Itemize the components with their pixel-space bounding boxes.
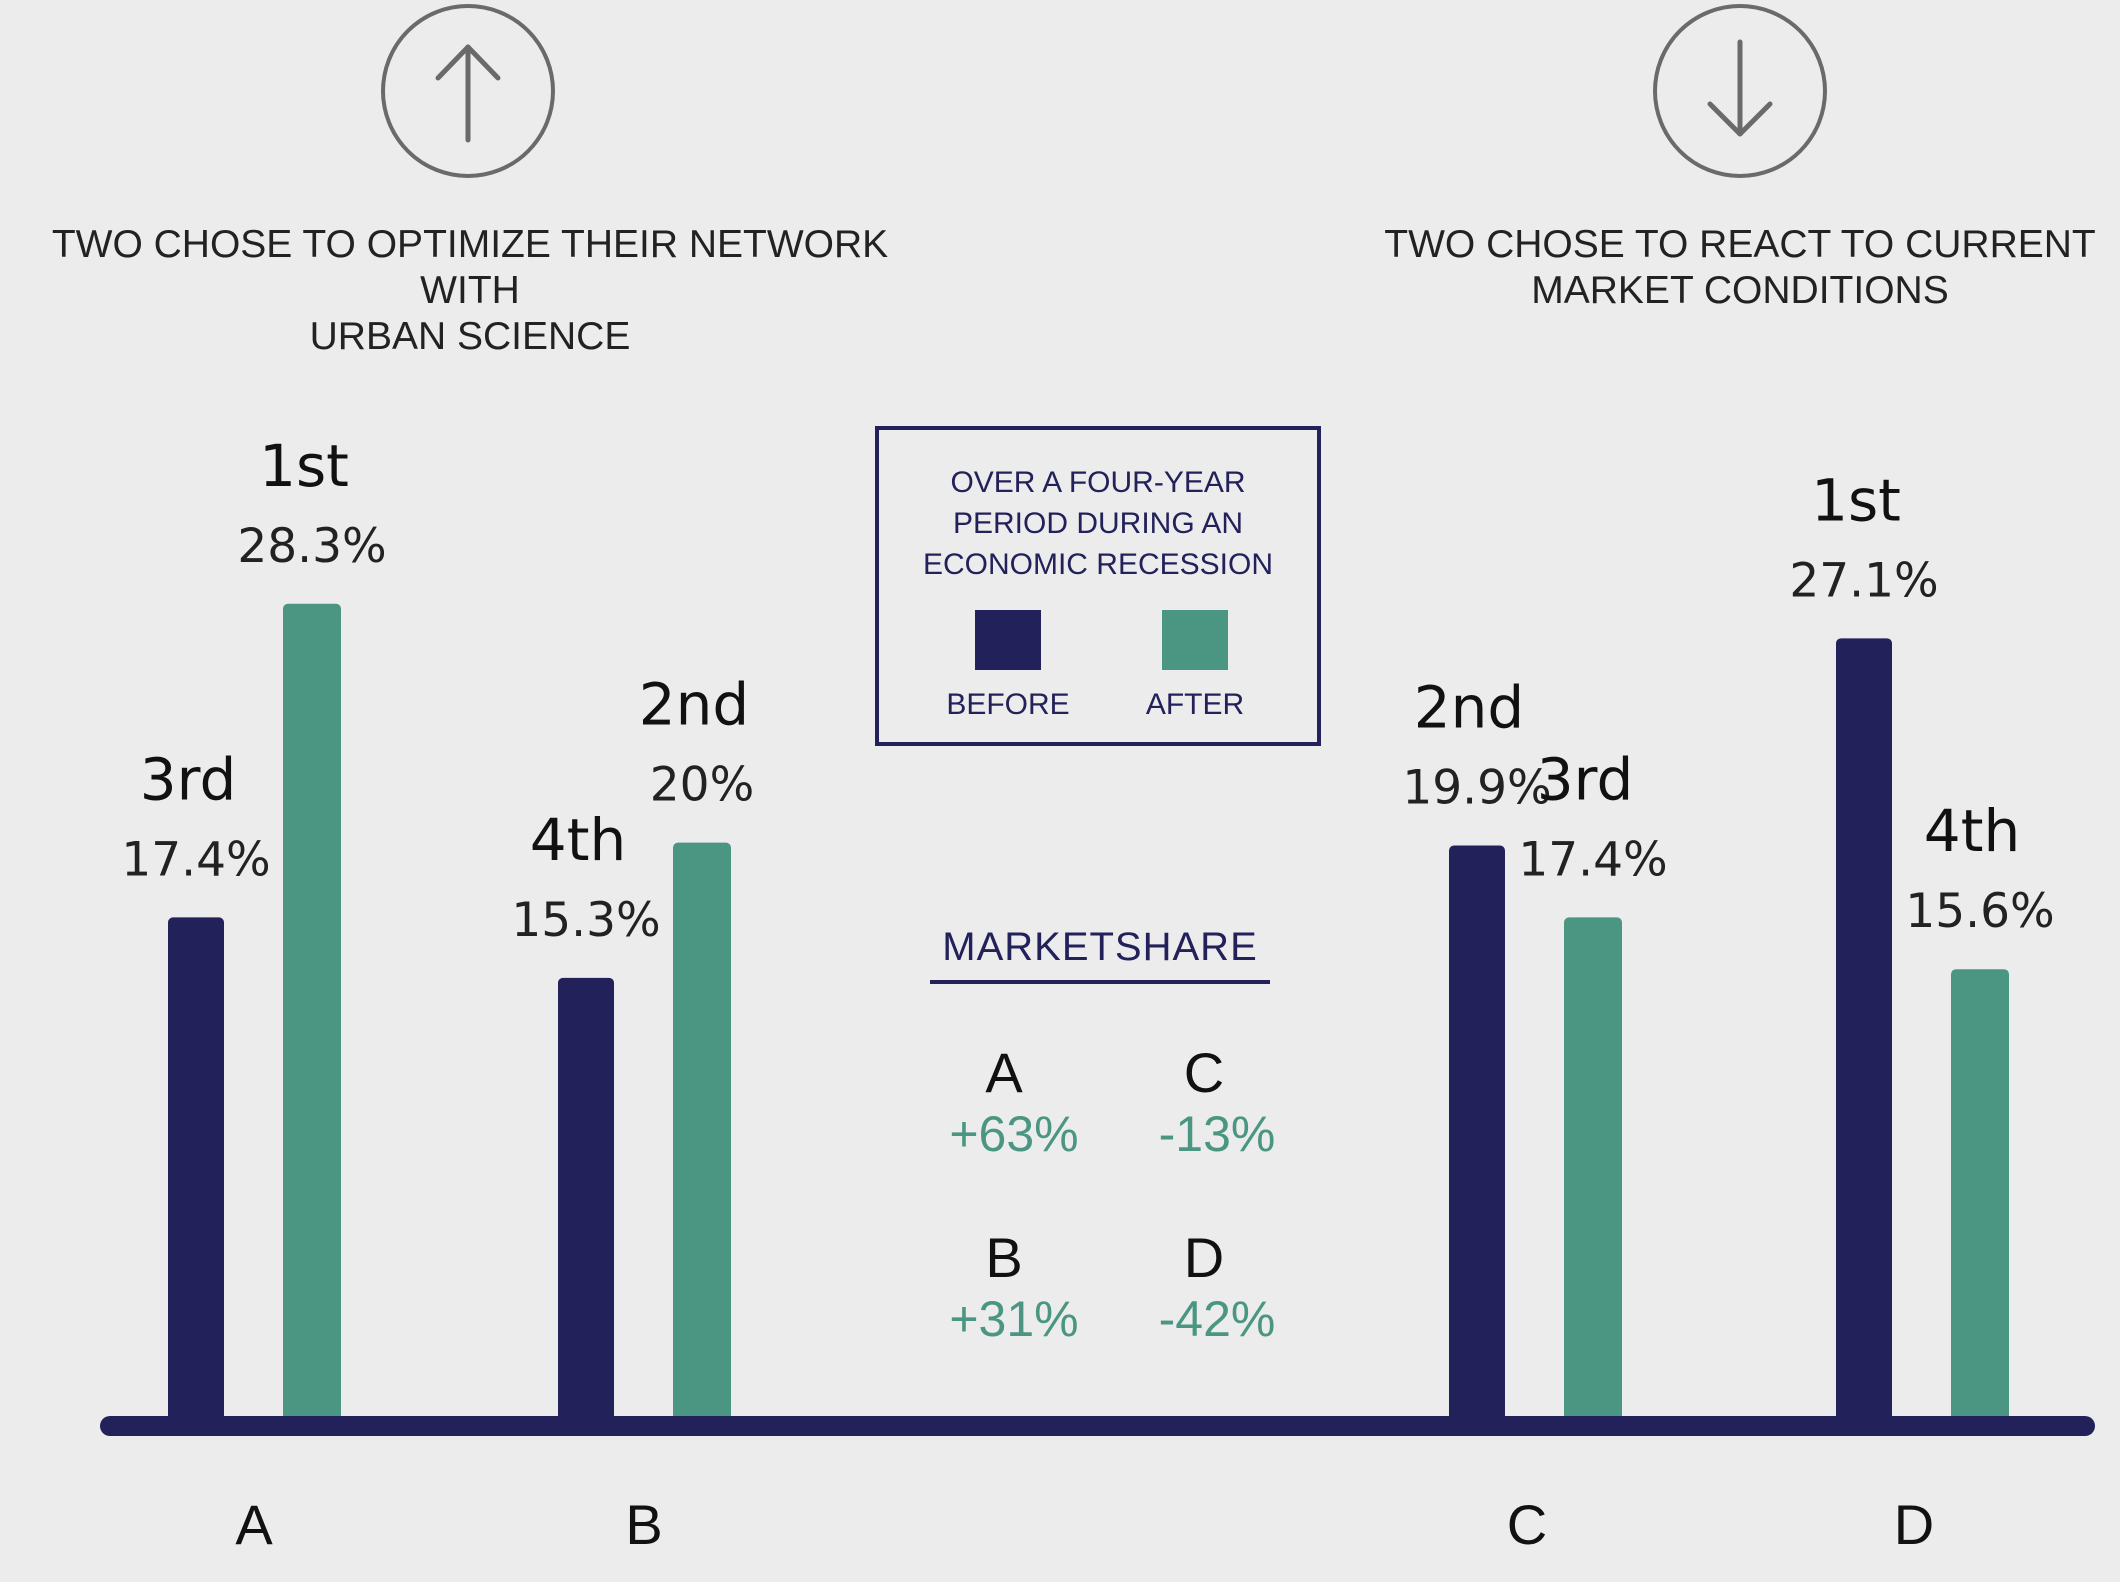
value-label-a-after: 28.3% xyxy=(237,519,386,574)
value-label-c-after: 17.4% xyxy=(1518,832,1667,887)
marketshare-change-b: +31% xyxy=(949,1291,1079,1347)
marketshare-title: MARKETSHARE xyxy=(942,925,1258,969)
legend-title: OVER A FOUR-YEAR PERIOD DURING AN ECONOM… xyxy=(922,466,1274,581)
bar-d-before xyxy=(1836,638,1892,1424)
legend-swatch-before xyxy=(975,610,1041,670)
right-heading: TWO CHOSE TO REACT TO CURRENT MARKET CON… xyxy=(1384,223,2096,312)
bar-b-before xyxy=(558,977,614,1424)
marketshare-change-a: +63% xyxy=(949,1106,1079,1162)
legend-swatch-after xyxy=(1162,610,1228,670)
marketshare-underline xyxy=(930,980,1270,984)
bar-c-after xyxy=(1564,917,1622,1424)
bar-a-after xyxy=(283,603,341,1424)
category-label-d: D xyxy=(1894,1493,1934,1556)
legend: OVER A FOUR-YEAR PERIOD DURING AN ECONOM… xyxy=(875,426,1321,746)
marketshare-change-d: -42% xyxy=(1158,1291,1276,1347)
value-label-a-before: 17.4% xyxy=(121,832,270,887)
bar-c-before xyxy=(1449,845,1505,1424)
value-label-b-before: 15.3% xyxy=(511,893,660,948)
marketshare-letter-c: C xyxy=(1183,1041,1225,1104)
rank-label-c-before: 2nd xyxy=(1414,673,1524,741)
rank-label-d-after: 4th xyxy=(1924,797,2020,865)
category-label-c: C xyxy=(1507,1493,1547,1556)
rank-label-c-after: 3rd xyxy=(1537,745,1634,813)
arrow-up-circle-icon xyxy=(381,4,555,178)
legend-label-before: BEFORE xyxy=(946,688,1070,721)
rank-label-b-before: 4th xyxy=(530,806,626,874)
value-label-d-after: 15.6% xyxy=(1905,884,2054,939)
category-label-a: A xyxy=(235,1493,273,1556)
marketshare-letter-b: B xyxy=(985,1226,1023,1289)
left-heading: TWO CHOSE TO OPTIMIZE THEIR NETWORK WITH… xyxy=(51,223,889,358)
marketshare-letter-a: A xyxy=(985,1041,1023,1104)
rank-label-d-before: 1st xyxy=(1811,466,1901,534)
rank-label-a-before: 3rd xyxy=(140,745,237,813)
marketshare-letter-d: D xyxy=(1183,1226,1225,1289)
legend-label-after: AFTER xyxy=(1145,688,1245,721)
category-label-b: B xyxy=(625,1493,662,1556)
value-label-b-after: 20% xyxy=(650,758,754,813)
arrow-down-circle-icon xyxy=(1653,4,1827,178)
bar-a-before xyxy=(168,917,224,1424)
value-label-c-before: 19.9% xyxy=(1402,760,1551,815)
value-label-d-before: 27.1% xyxy=(1789,553,1938,608)
rank-label-a-after: 1st xyxy=(259,432,349,500)
marketshare-change-c: -13% xyxy=(1158,1106,1276,1162)
bar-b-after xyxy=(673,842,731,1424)
rank-label-b-after: 2nd xyxy=(639,671,749,739)
bar-d-after xyxy=(1951,969,2009,1424)
